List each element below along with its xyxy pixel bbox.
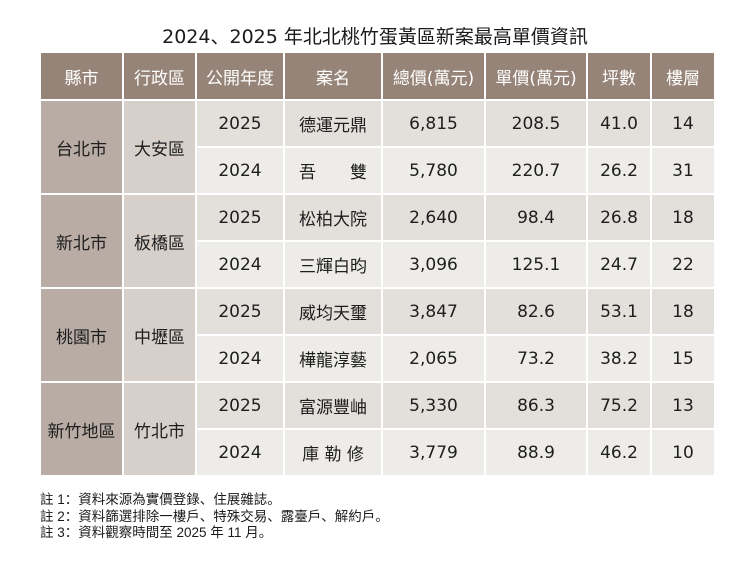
total-price-cell: 5,780 <box>381 146 486 195</box>
year-cell: 2024 <box>195 334 285 383</box>
unit-price-cell: 125.1 <box>484 240 588 289</box>
unit-price-cell: 82.6 <box>484 287 588 336</box>
ping-cell: 26.2 <box>586 146 652 195</box>
floors-cell: 22 <box>650 240 716 289</box>
unit-price-cell: 86.3 <box>484 381 588 430</box>
project-name-cell: 吾 雙 <box>283 146 383 195</box>
ping-cell: 46.2 <box>586 428 652 477</box>
total-price-cell: 2,065 <box>381 334 486 383</box>
total-price-cell: 5,330 <box>381 381 486 430</box>
county-cell: 桃園市 <box>39 287 124 383</box>
footnote-1: 註 1：資料來源為實價登錄、住展雜誌。 <box>40 492 281 507</box>
year-cell: 2025 <box>195 193 285 242</box>
header-floors: 樓層 <box>650 51 716 101</box>
table-row: 新竹地區 竹北市 2025 富源豐岫 5,330 86.3 75.2 13 <box>39 381 716 477</box>
header-project-name: 案名 <box>283 51 383 101</box>
county-cell: 新北市 <box>39 193 124 289</box>
floors-cell: 18 <box>650 193 716 242</box>
year-cell: 2025 <box>195 99 285 148</box>
total-price-cell: 3,096 <box>381 240 486 289</box>
ping-cell: 24.7 <box>586 240 652 289</box>
header-district: 行政區 <box>122 51 197 101</box>
year-cell: 2024 <box>195 240 285 289</box>
footnote-3: 註 3：資料觀察時間至 2025 年 11 月。 <box>40 525 273 540</box>
page-title: 2024、2025 年北北桃竹蛋黃區新案最高單價資訊 <box>162 26 588 48</box>
county-cell: 新竹地區 <box>39 381 124 477</box>
header-total-price: 總價(萬元) <box>381 51 486 101</box>
table-row: 桃園市 中壢區 2025 威均天璽 3,847 82.6 53.1 18 <box>39 287 716 383</box>
table-row: 2024 庫 勒 修 3,779 88.9 46.2 10 <box>40 428 716 477</box>
header-ping: 坪數 <box>586 51 652 101</box>
district-cell: 大安區 <box>122 99 197 195</box>
total-price-cell: 3,847 <box>381 287 486 336</box>
table-row: 2024 三輝白昀 3,096 125.1 24.7 22 <box>40 240 716 289</box>
project-name-cell: 樺龍淳藝 <box>283 334 383 383</box>
floors-cell: 10 <box>650 428 716 477</box>
project-name-cell: 富源豐岫 <box>283 381 383 430</box>
header-unit-price: 單價(萬元) <box>484 51 588 101</box>
ping-cell: 41.0 <box>586 99 652 148</box>
header-county: 縣市 <box>39 51 124 101</box>
district-cell: 竹北市 <box>122 381 197 477</box>
county-cell: 台北市 <box>39 99 124 195</box>
ping-cell: 26.8 <box>586 193 652 242</box>
footnotes: 註 1：資料來源為實價登錄、住展雜誌。 註 2：資料篩選排除一樓戶、特殊交易、露… <box>40 492 389 542</box>
project-name-cell: 威均天璽 <box>283 287 383 336</box>
unit-price-cell: 220.7 <box>484 146 588 195</box>
price-table: 縣市 行政區 公開年度 案名 總價(萬元) 單價(萬元) 坪數 樓層 台北市 大… <box>39 51 716 477</box>
year-cell: 2024 <box>195 146 285 195</box>
project-name-cell: 庫 勒 修 <box>283 428 383 477</box>
project-name-cell: 德運元鼎 <box>283 99 383 148</box>
year-cell: 2024 <box>195 428 285 477</box>
district-cell: 板橋區 <box>122 193 197 289</box>
table-row: 2024 樺龍淳藝 2,065 73.2 38.2 15 <box>40 334 716 383</box>
floors-cell: 15 <box>650 334 716 383</box>
footnote-2: 註 2：資料篩選排除一樓戶、特殊交易、露臺戶、解約戶。 <box>40 508 389 524</box>
ping-cell: 75.2 <box>586 381 652 430</box>
unit-price-cell: 98.4 <box>484 193 588 242</box>
table-row: 2024 吾 雙 5,780 220.7 26.2 31 <box>40 146 716 195</box>
unit-price-cell: 73.2 <box>484 334 588 383</box>
year-cell: 2025 <box>195 287 285 336</box>
project-name-cell: 松柏大院 <box>283 193 383 242</box>
table-row: 新北市 板橋區 2025 松柏大院 2,640 98.4 26.8 18 <box>39 193 716 289</box>
total-price-cell: 6,815 <box>381 99 486 148</box>
floors-cell: 13 <box>650 381 716 430</box>
total-price-cell: 2,640 <box>381 193 486 242</box>
district-cell: 中壢區 <box>122 287 197 383</box>
ping-cell: 38.2 <box>586 334 652 383</box>
year-cell: 2025 <box>195 381 285 430</box>
project-name-cell: 三輝白昀 <box>283 240 383 289</box>
unit-price-cell: 88.9 <box>484 428 588 477</box>
unit-price-cell: 208.5 <box>484 99 588 148</box>
table-row: 台北市 大安區 2025 德運元鼎 6,815 208.5 41.0 14 <box>39 99 716 195</box>
total-price-cell: 3,779 <box>381 428 486 477</box>
table-header-row: 縣市 行政區 公開年度 案名 總價(萬元) 單價(萬元) 坪數 樓層 <box>39 51 716 101</box>
ping-cell: 53.1 <box>586 287 652 336</box>
floors-cell: 31 <box>650 146 716 195</box>
header-year: 公開年度 <box>195 51 285 101</box>
floors-cell: 18 <box>650 287 716 336</box>
floors-cell: 14 <box>650 99 716 148</box>
